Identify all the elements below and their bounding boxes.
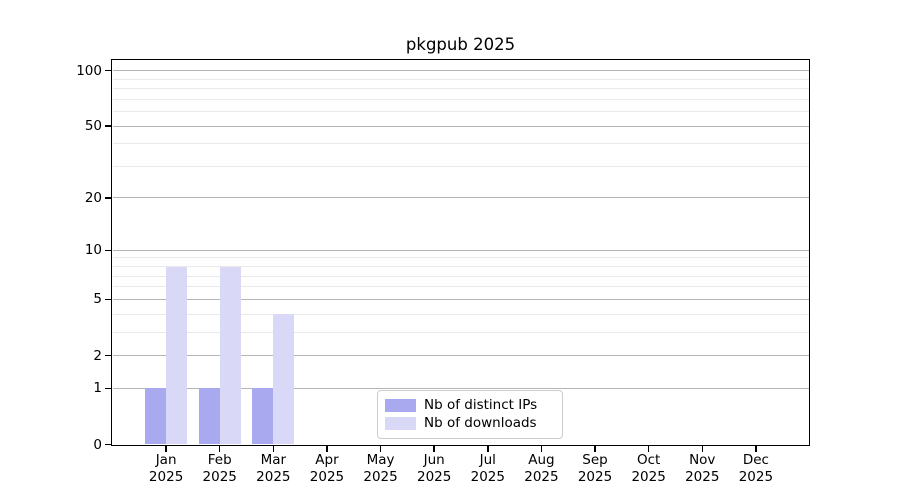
x-tick-mark [594, 446, 596, 452]
x-tick-mark [540, 446, 543, 452]
gridline-minor [113, 266, 809, 268]
gridline-major [113, 197, 809, 199]
x-tick-mark [165, 446, 167, 452]
x-tick-label: Dec 2025 [738, 452, 774, 485]
y-tick-mark [105, 69, 112, 72]
y-tick-label: 2 [93, 347, 102, 364]
x-tick-label: Oct 2025 [631, 452, 666, 485]
x-tick-label: Feb 2025 [202, 452, 237, 485]
x-tick-mark [218, 446, 221, 452]
y-tick-mark [105, 443, 112, 446]
legend-label-distinct-ips: Nb of distinct IPs [424, 397, 538, 413]
y-tick-label: 50 [84, 118, 102, 135]
y-tick-label: 20 [84, 189, 102, 206]
x-tick-label: Jan 2025 [148, 452, 184, 485]
gridline-major [113, 298, 809, 300]
x-tick-mark [701, 446, 704, 452]
x-tick-label: Nov 2025 [685, 452, 720, 485]
bar-distinct-ips [145, 388, 167, 445]
gridline-minor [113, 275, 809, 277]
legend-swatch-distinct-ips [385, 398, 416, 412]
y-tick-mark [105, 354, 112, 357]
bar-downloads [219, 266, 241, 445]
gridline-minor [113, 257, 809, 259]
gridline-minor [113, 98, 809, 100]
x-tick-mark [647, 446, 650, 452]
x-tick-label: Jun 2025 [417, 452, 452, 485]
x-tick-mark [755, 446, 757, 452]
legend: Nb of distinct IPs Nb of downloads [377, 390, 563, 439]
x-tick-label: May 2025 [363, 452, 398, 485]
chart-title: pkgpub 2025 [405, 35, 516, 54]
x-tick-label: Sep 2025 [577, 452, 613, 485]
y-tick-label: 5 [93, 291, 102, 308]
x-tick-label: Aug 2025 [524, 452, 559, 485]
y-tick-mark [105, 249, 112, 252]
gridline-major [113, 249, 809, 251]
gridline-minor [113, 78, 809, 80]
x-tick-label: Apr 2025 [309, 452, 345, 485]
x-tick-mark [487, 446, 489, 452]
bar-distinct-ips [252, 388, 274, 445]
x-tick-mark [433, 446, 435, 452]
y-tick-mark [105, 197, 112, 199]
y-tick-mark [105, 387, 112, 390]
x-tick-mark [272, 446, 275, 452]
gridline-minor [113, 331, 809, 333]
x-tick-mark [326, 446, 328, 452]
y-tick-label: 0 [93, 436, 102, 453]
y-tick-label: 1 [93, 380, 102, 397]
legend-swatch-downloads [385, 416, 416, 430]
gridline-major [113, 355, 809, 356]
legend-label-downloads: Nb of downloads [424, 415, 537, 431]
gridline-major [113, 70, 809, 72]
y-tick-mark [105, 298, 112, 301]
gridline-minor [113, 88, 809, 90]
bar-distinct-ips [198, 388, 220, 445]
x-tick-label: Jul 2025 [470, 452, 505, 485]
gridline-minor [113, 165, 809, 167]
gridline-minor [113, 143, 809, 145]
gridline-major [113, 125, 809, 127]
legend-item-downloads: Nb of downloads [385, 414, 554, 432]
legend-item-distinct-ips: Nb of distinct IPs [385, 396, 554, 414]
y-tick-label: 10 [84, 242, 102, 259]
bar-downloads [166, 266, 188, 445]
y-tick-mark [105, 125, 112, 127]
x-tick-mark [379, 446, 382, 452]
gridline-minor [113, 286, 809, 288]
x-tick-label: Mar 2025 [256, 452, 291, 485]
gridline-major [113, 387, 809, 389]
y-tick-label: 100 [76, 62, 102, 79]
gridline-minor [113, 313, 809, 315]
gridline-minor [113, 111, 809, 113]
bar-downloads [273, 314, 295, 445]
